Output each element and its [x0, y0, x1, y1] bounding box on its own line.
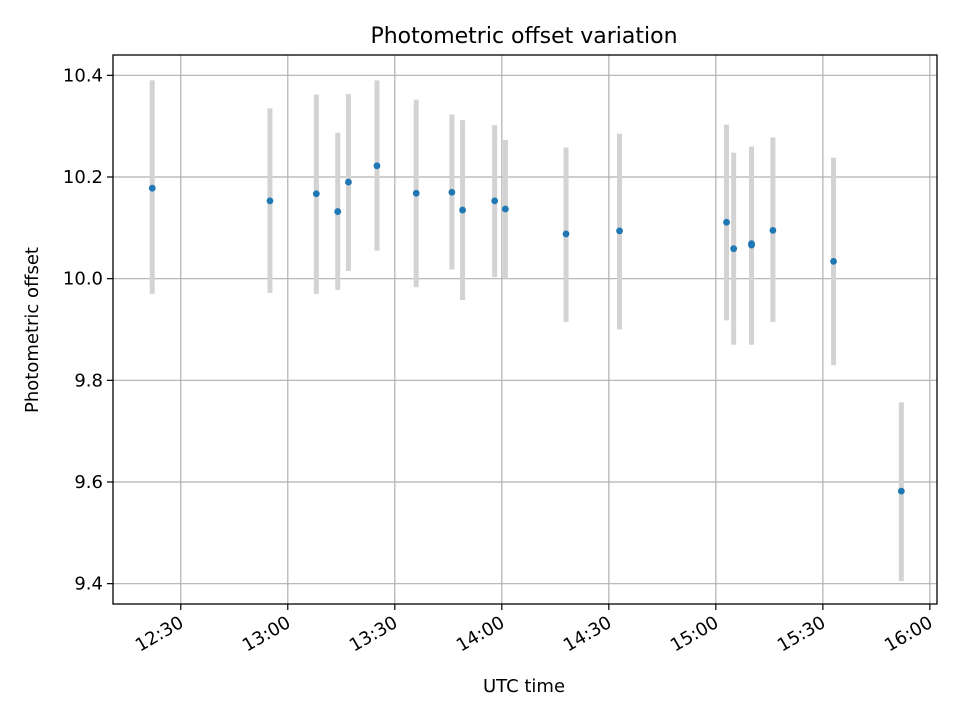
y-tick-label: 10.0 — [63, 269, 103, 290]
chart-title: Photometric offset variation — [370, 24, 677, 49]
point-layer — [148, 162, 905, 495]
x-tick-label: 13:00 — [239, 612, 294, 656]
data-point — [730, 245, 738, 253]
data-point — [266, 197, 274, 205]
x-axis-label: UTC time — [483, 676, 565, 697]
data-point — [373, 162, 381, 170]
data-point — [748, 240, 755, 247]
x-tick-label: 12:30 — [132, 612, 187, 656]
data-point — [769, 226, 777, 234]
data-point — [616, 227, 623, 235]
x-tick-label: 15:30 — [774, 612, 829, 656]
y-axis-label: Photometric offset — [22, 247, 43, 413]
y-tick-label: 9.4 — [74, 574, 103, 595]
y-tick-label: 10.4 — [63, 65, 103, 86]
data-point — [830, 257, 837, 265]
data-point — [723, 218, 730, 226]
data-point — [491, 197, 499, 205]
x-tick-label: 13:30 — [346, 612, 401, 656]
data-point — [148, 184, 156, 192]
data-point — [448, 188, 456, 196]
data-point — [412, 189, 420, 197]
data-point — [562, 230, 570, 238]
grid-layer — [113, 55, 937, 604]
y-tick-label: 9.8 — [74, 370, 103, 391]
x-tick-label: 14:30 — [560, 612, 615, 656]
tick-layer: 12:30 13:00 13:30 14:00 14:30 15:00 15:30 16:00… — [63, 65, 936, 656]
data-point — [459, 206, 466, 214]
y-tick-label: 9.6 — [74, 472, 103, 493]
data-point — [897, 487, 905, 495]
plot-frame — [112, 54, 938, 605]
x-tick-label: 14:00 — [453, 612, 508, 656]
y-tick-label: 10.2 — [63, 167, 103, 188]
data-point — [501, 205, 509, 213]
data-point — [345, 178, 352, 186]
x-tick-label: 16:00 — [881, 612, 936, 656]
data-point — [312, 190, 320, 198]
errorbar-layer — [149, 80, 904, 582]
data-point — [334, 208, 342, 215]
x-tick-label: 15:00 — [667, 612, 722, 656]
